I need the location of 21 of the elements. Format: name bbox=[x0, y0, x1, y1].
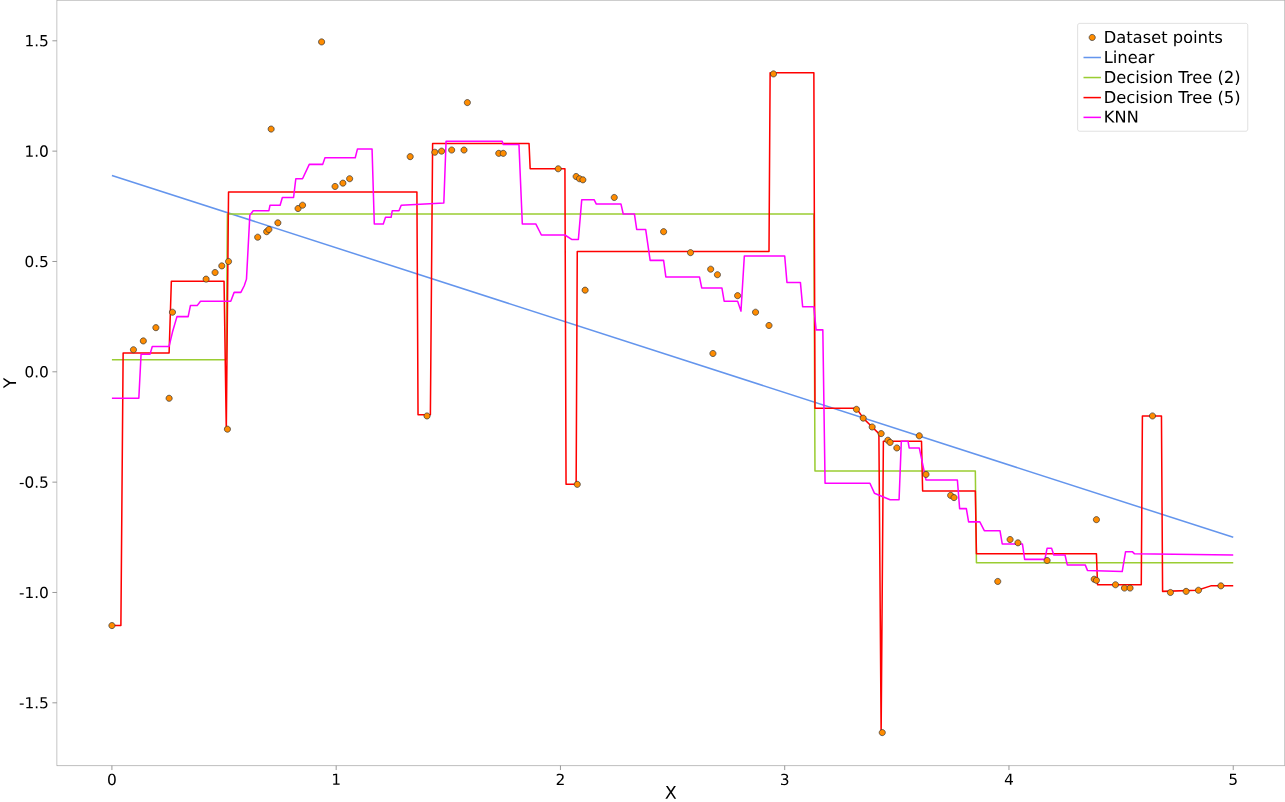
legend-label: Linear bbox=[1105, 50, 1155, 64]
y-tick-label: 1.5 bbox=[26, 35, 48, 47]
x-tick-label: 5 bbox=[1229, 773, 1237, 785]
legend-label: Dataset points bbox=[1105, 30, 1223, 47]
x-tick-label: 2 bbox=[556, 773, 564, 785]
y-axis-title: Y bbox=[3, 377, 17, 389]
x-tick-label: 3 bbox=[781, 773, 789, 786]
line-series bbox=[111, 140, 1234, 573]
y-tick-label: 0.0 bbox=[25, 365, 48, 378]
x-tick-label: 4 bbox=[1004, 773, 1013, 785]
y-tick-label: -1.0 bbox=[19, 586, 48, 599]
x-tick-label: 1 bbox=[332, 773, 340, 785]
legend-label: Decision Tree (2) bbox=[1105, 70, 1240, 86]
x-axis-title: X bbox=[665, 786, 677, 799]
legend-label: Decision Tree (5) bbox=[1105, 90, 1240, 106]
y-tick-label: 0.5 bbox=[25, 255, 48, 268]
legend-label: KNN bbox=[1105, 110, 1138, 123]
y-tick-label: 1.0 bbox=[26, 145, 48, 157]
y-tick-label: -1.5 bbox=[19, 697, 48, 709]
y-tick-label: -0.5 bbox=[19, 476, 48, 488]
x-tick-label: 0 bbox=[108, 773, 116, 786]
